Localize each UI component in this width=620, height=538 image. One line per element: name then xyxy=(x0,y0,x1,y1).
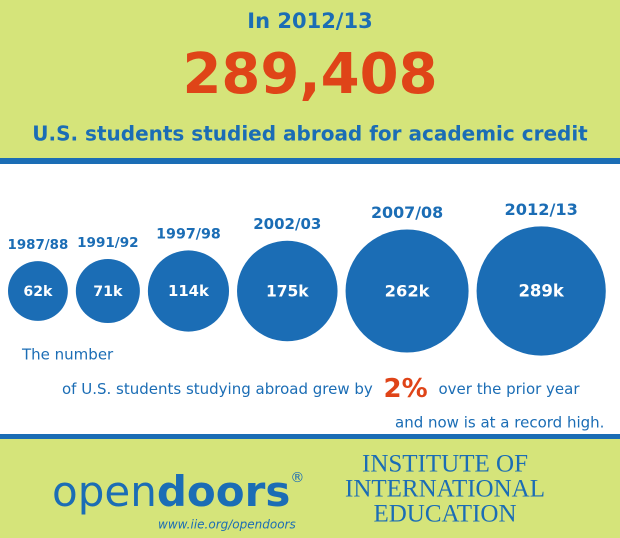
subtitle: U.S. students studied abroad for academi… xyxy=(32,122,588,146)
bubble xyxy=(8,261,68,321)
category-label: 2007/08 xyxy=(371,203,443,222)
category-label: 2002/03 xyxy=(253,215,321,233)
category-label: 1987/88 xyxy=(8,238,69,253)
highlight: 2% xyxy=(384,374,428,404)
url: www.iie.org/opendoors xyxy=(158,518,296,532)
institute-line: INTERNATIONAL xyxy=(345,476,545,503)
bubble xyxy=(237,240,338,342)
bubble-chart: 62k 1987/88 71k 1991/92 114k 1997/98 175k 2002/… xyxy=(8,200,606,356)
institute-line: EDUCATION xyxy=(373,501,516,528)
note-text: over the prior year xyxy=(438,380,580,398)
bubble-label: 175k xyxy=(266,283,309,301)
note-line: The number xyxy=(21,346,114,364)
bubble-label: 289k xyxy=(518,282,564,301)
bubble-label: 71k xyxy=(93,284,123,300)
logo-doors: doors xyxy=(157,467,291,516)
bubble xyxy=(476,226,606,356)
note-line: of U.S. students studying abroad grew by… xyxy=(62,374,580,404)
bubble xyxy=(345,229,469,353)
divider xyxy=(0,434,620,439)
logo: opendoors® xyxy=(52,467,304,516)
bubble-label: 62k xyxy=(23,284,53,300)
divider xyxy=(0,158,620,164)
note-line: and now is at a record high. xyxy=(395,414,604,432)
logo-open: open xyxy=(52,467,157,516)
year-line: In 2012/13 xyxy=(247,9,372,33)
bubble-label: 114k xyxy=(168,283,210,300)
bubble xyxy=(147,250,230,332)
category-label: 1997/98 xyxy=(156,226,221,242)
category-label: 1991/92 xyxy=(77,235,139,251)
institute-line: INSTITUTE OF xyxy=(362,451,528,478)
category-label: 2012/13 xyxy=(505,200,578,219)
registered: ® xyxy=(290,470,304,486)
bubble-label: 262k xyxy=(385,282,431,301)
note-text: of U.S. students studying abroad grew by xyxy=(62,380,373,398)
bubble xyxy=(75,258,140,324)
total: 289,408 xyxy=(182,42,437,107)
